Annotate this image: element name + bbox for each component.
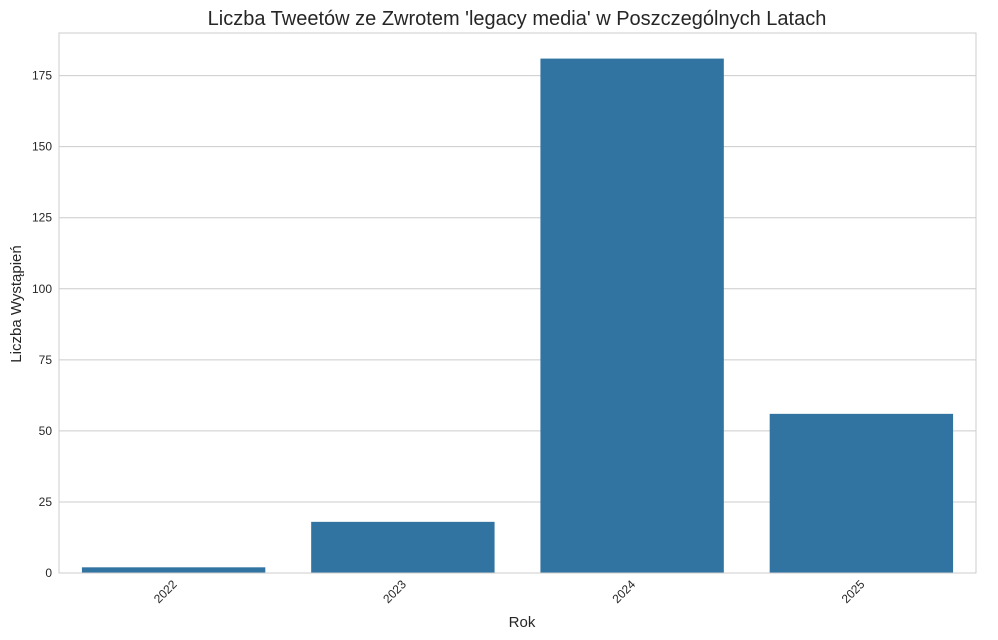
x-tick-label-2024: 2024 [609,577,638,606]
y-tick-label: 75 [39,353,53,367]
x-tick-label-2023: 2023 [380,577,409,606]
y-tick-label: 150 [32,140,52,154]
y-tick-label: 0 [45,566,52,580]
chart-title: Liczba Tweetów ze Zwrotem 'legacy media'… [208,8,827,30]
y-tick-label: 100 [32,282,52,296]
bar-2023 [311,521,495,573]
x-tick-labels: 2022 2023 2024 2025 [151,577,868,606]
y-tick-label: 125 [32,211,52,225]
bar-2024 [540,58,724,573]
y-tick-label: 175 [32,69,52,83]
y-tick-labels: 0 25 50 75 100 125 150 175 [32,69,52,580]
x-axis-label: Rok [509,614,536,631]
bar-2025 [769,413,954,573]
x-tick-label-2025: 2025 [839,577,868,606]
y-axis-label: Liczba Wystąpień [8,245,25,362]
y-tick-label: 25 [39,495,53,509]
gridlines [59,75,976,503]
bars [81,58,954,573]
y-tick-label: 50 [39,424,53,438]
bar-2022 [81,567,266,573]
x-tick-label-2022: 2022 [151,577,180,606]
plot-frame [58,32,977,574]
